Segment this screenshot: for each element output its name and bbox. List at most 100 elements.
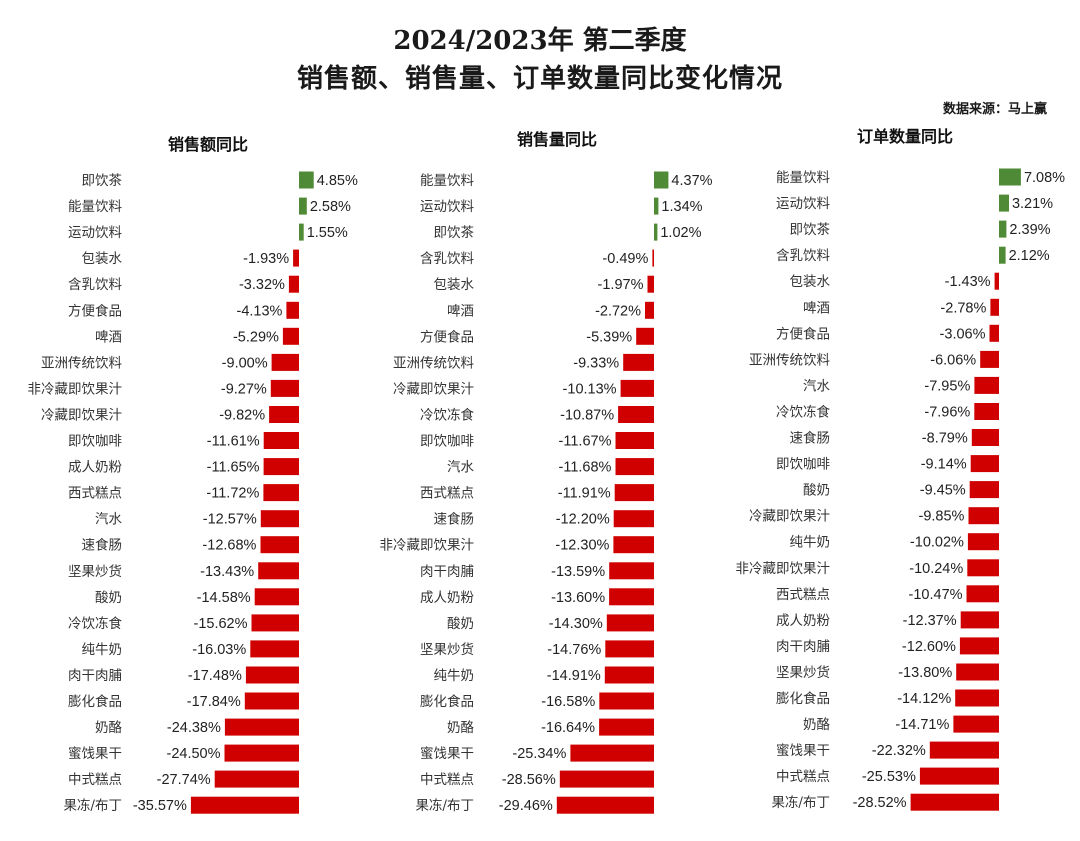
category-label: 包装水 xyxy=(790,274,831,290)
bar xyxy=(245,666,299,684)
data-label: -9.33% xyxy=(573,355,619,371)
bar xyxy=(999,194,1009,212)
data-label: -0.49% xyxy=(602,251,648,267)
category-label: 酸奶 xyxy=(95,590,122,606)
category-label: 冷饮冻食 xyxy=(776,403,830,420)
data-label: -10.02% xyxy=(910,535,964,551)
category-label: 亚洲传统饮料 xyxy=(41,355,122,371)
category-label: 亚洲传统饮料 xyxy=(393,355,474,371)
data-label: -3.32% xyxy=(239,277,285,293)
data-label: -10.13% xyxy=(563,381,617,397)
data-label: -9.00% xyxy=(222,355,268,371)
category-label: 奶酪 xyxy=(447,720,474,736)
category-label: 果冻/布丁 xyxy=(771,795,830,811)
bar xyxy=(956,663,999,681)
category-label: 坚果炒货 xyxy=(420,641,474,658)
category-label: 能量饮料 xyxy=(776,170,830,186)
data-label: -7.96% xyxy=(924,404,970,420)
panel-title: 销售量同比 xyxy=(517,130,597,149)
data-label: -17.48% xyxy=(188,668,242,684)
data-label: 2.58% xyxy=(310,199,351,215)
data-label: -17.84% xyxy=(187,694,241,710)
bar xyxy=(971,429,999,446)
data-label: -11.72% xyxy=(206,486,259,502)
data-label: -13.80% xyxy=(898,665,952,681)
category-label: 冷藏即饮果汁 xyxy=(41,407,122,423)
bar xyxy=(224,744,299,762)
data-label: -2.72% xyxy=(595,303,641,319)
bar xyxy=(559,770,654,788)
data-label: -12.60% xyxy=(902,639,956,655)
data-label: 2.39% xyxy=(1009,222,1050,238)
bar xyxy=(967,559,999,577)
bar xyxy=(251,614,299,632)
bar xyxy=(263,484,299,502)
data-label: -13.43% xyxy=(200,564,254,580)
category-label: 成人奶粉 xyxy=(68,460,122,476)
category-label: 即饮茶 xyxy=(790,222,831,238)
category-label: 即饮茶 xyxy=(82,173,123,189)
category-label: 纯牛奶 xyxy=(434,668,475,684)
category-label: 速食肠 xyxy=(82,537,123,554)
bar xyxy=(244,692,299,710)
category-label: 即饮咖啡 xyxy=(420,434,474,450)
category-label: 啤酒 xyxy=(447,303,474,319)
data-label: -9.82% xyxy=(219,407,265,423)
data-label: 1.34% xyxy=(661,199,702,215)
category-label: 西式糕点 xyxy=(420,486,474,502)
category-label: 非冷藏即饮果汁 xyxy=(28,381,123,397)
data-label: -13.60% xyxy=(551,590,605,606)
data-source-label: 数据来源：马上赢 xyxy=(942,102,1047,117)
category-label: 汽水 xyxy=(803,378,831,394)
data-label: -29.46% xyxy=(499,798,553,814)
bar xyxy=(974,403,999,420)
bar xyxy=(613,536,654,554)
data-label: -3.06% xyxy=(940,326,986,342)
category-label: 方便食品 xyxy=(420,328,474,345)
category-label: 运动饮料 xyxy=(776,196,830,212)
bar xyxy=(605,640,654,658)
bar xyxy=(919,767,999,785)
data-label: -14.12% xyxy=(897,691,951,707)
bar xyxy=(654,223,658,241)
bar xyxy=(999,220,1007,238)
data-label: -16.03% xyxy=(192,642,246,658)
data-label: -4.13% xyxy=(236,303,282,319)
category-label: 纯牛奶 xyxy=(82,642,123,658)
data-label: -11.91% xyxy=(558,486,611,502)
bar xyxy=(654,171,669,189)
category-label: 汽水 xyxy=(95,512,122,528)
bar xyxy=(293,249,299,267)
bar xyxy=(615,458,654,476)
data-label: -14.76% xyxy=(547,642,601,658)
category-label: 成人奶粉 xyxy=(420,590,474,606)
data-label: 1.55% xyxy=(307,225,348,241)
bar xyxy=(271,353,299,371)
data-label: -9.85% xyxy=(919,509,965,525)
category-label: 蜜饯果干 xyxy=(776,743,830,759)
category-label: 亚洲传统饮料 xyxy=(749,352,830,368)
bar xyxy=(967,533,999,551)
category-label: 膨化食品 xyxy=(420,693,474,710)
data-label: -8.79% xyxy=(922,431,968,447)
category-label: 速食肠 xyxy=(790,430,831,447)
data-label: -5.39% xyxy=(586,329,632,345)
category-label: 纯牛奶 xyxy=(790,535,831,551)
category-label: 能量饮料 xyxy=(68,199,122,215)
data-label: -10.47% xyxy=(909,587,963,603)
category-label: 啤酒 xyxy=(803,300,830,316)
data-label: -27.74% xyxy=(157,772,211,788)
category-label: 坚果炒货 xyxy=(776,664,830,681)
bar xyxy=(618,406,654,423)
category-label: 西式糕点 xyxy=(68,486,122,502)
bar xyxy=(636,327,654,345)
data-label: -9.27% xyxy=(221,381,267,397)
bar xyxy=(250,640,299,658)
category-label: 冷藏即饮果汁 xyxy=(749,509,830,525)
data-label: 4.85% xyxy=(317,173,358,189)
bar xyxy=(570,744,654,762)
data-label: -28.52% xyxy=(853,795,907,811)
bar xyxy=(989,324,999,342)
bar xyxy=(955,689,999,707)
bar xyxy=(599,692,654,710)
